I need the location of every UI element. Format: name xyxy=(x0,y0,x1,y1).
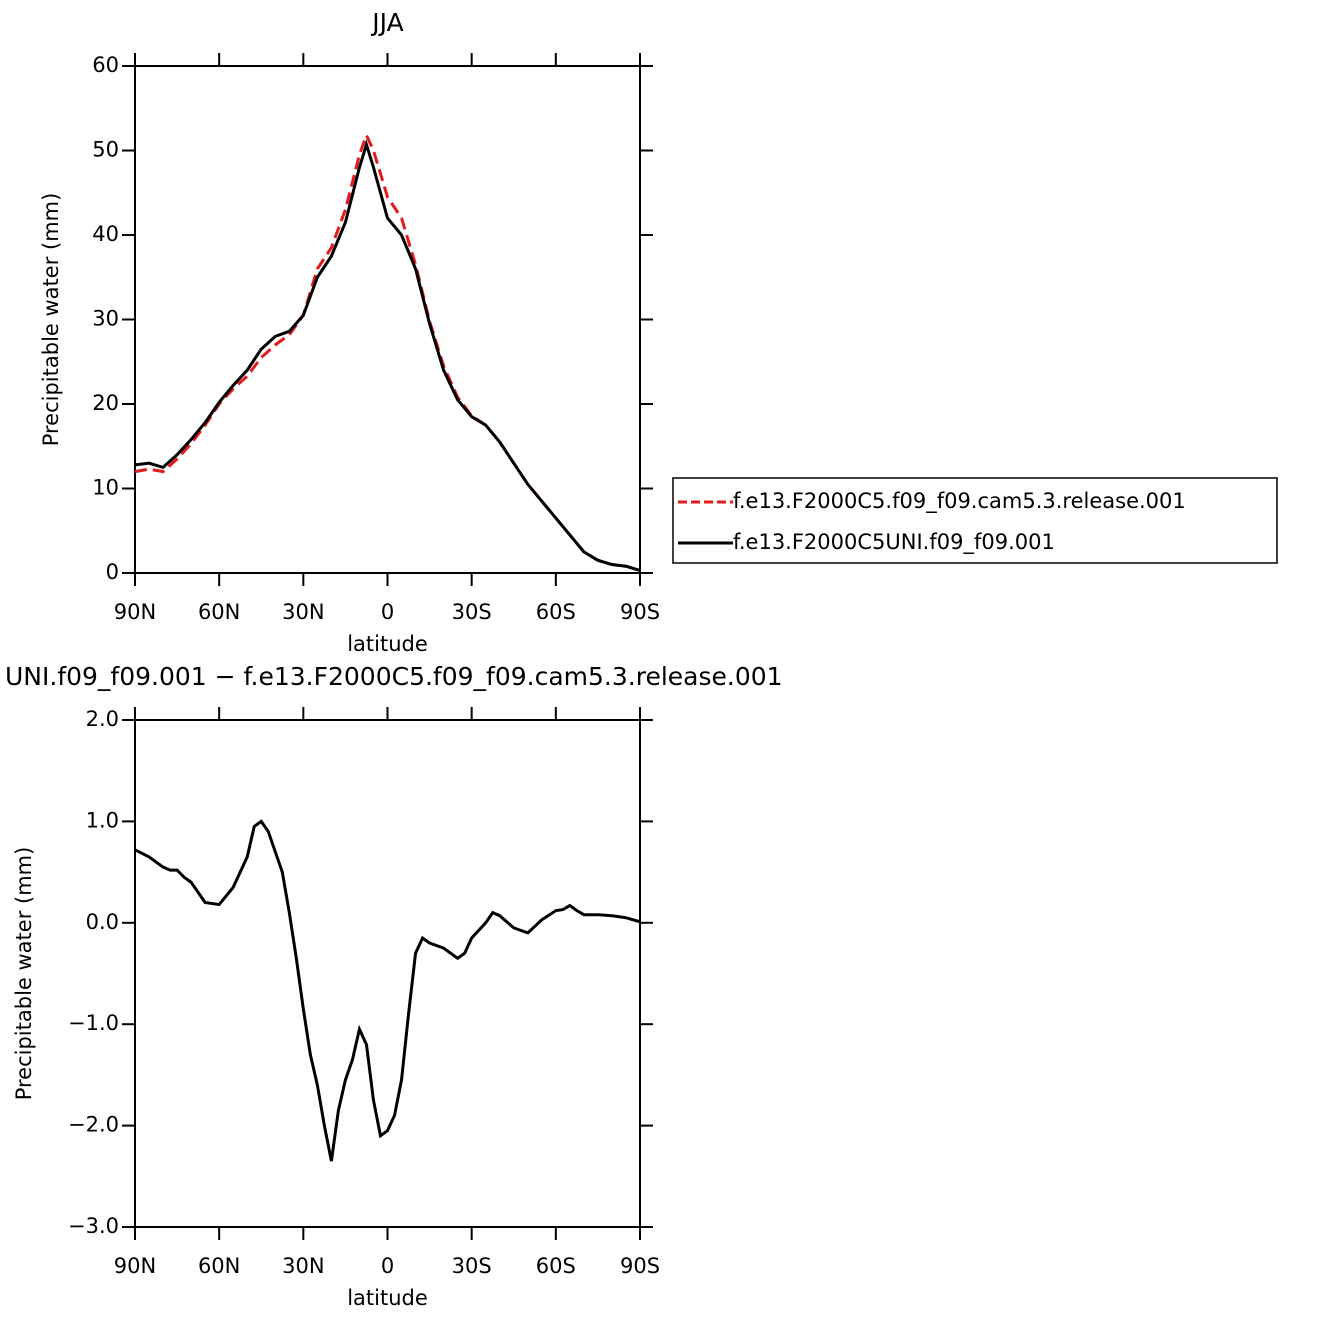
y-tick-label: 0 xyxy=(106,560,119,584)
y-tick-label: 50 xyxy=(92,138,119,162)
legend-box xyxy=(672,477,1278,564)
x-tick-label: 30N xyxy=(282,600,324,624)
y-axis-label: Precipitable water (mm) xyxy=(39,193,63,447)
y-tick-label: 30 xyxy=(92,307,119,331)
y-tick-label: 1.0 xyxy=(86,808,119,832)
y-tick-label: −1.0 xyxy=(68,1011,119,1035)
x-tick-label: 90S xyxy=(620,600,660,624)
plot-frame xyxy=(134,65,641,574)
legend-label: f.e13.F2000C5UNI.f09_f09.001 xyxy=(733,530,1055,555)
x-tick-label: 90S xyxy=(620,1254,660,1278)
legend-label: f.e13.F2000C5.f09_f09.cam5.3.release.001 xyxy=(733,489,1186,514)
y-axis-label: Precipitable water (mm) xyxy=(12,847,36,1101)
y-tick-label: 40 xyxy=(92,222,119,246)
chart-title: UNI.f09_f09.001 − f.e13.F2000C5.f09_f09.… xyxy=(5,662,783,691)
chart-title: JJA xyxy=(370,8,403,37)
x-tick-label: 30N xyxy=(282,1254,324,1278)
y-tick-label: 10 xyxy=(92,476,119,500)
y-tick-label: 2.0 xyxy=(86,707,119,731)
y-tick-label: −2.0 xyxy=(68,1113,119,1137)
y-tick-label: 0.0 xyxy=(86,910,119,934)
x-tick-label: 90N xyxy=(114,1254,156,1278)
x-tick-label: 60S xyxy=(536,1254,576,1278)
data-line xyxy=(134,131,641,572)
x-tick-label: 60S xyxy=(536,600,576,624)
x-tick-label: 0 xyxy=(381,600,394,624)
x-tick-label: 30S xyxy=(452,600,492,624)
x-tick-label: 0 xyxy=(381,1254,394,1278)
x-axis-label: latitude xyxy=(347,1286,428,1310)
data-line xyxy=(134,819,641,1162)
data-line xyxy=(134,139,641,572)
x-tick-label: 90N xyxy=(114,600,156,624)
plot-frame xyxy=(134,719,641,1228)
y-tick-label: −3.0 xyxy=(68,1214,119,1238)
y-tick-label: 60 xyxy=(92,53,119,77)
x-axis-label: latitude xyxy=(347,632,428,656)
x-tick-label: 30S xyxy=(452,1254,492,1278)
y-tick-label: 20 xyxy=(92,391,119,415)
x-tick-label: 60N xyxy=(198,1254,240,1278)
x-tick-label: 60N xyxy=(198,600,240,624)
